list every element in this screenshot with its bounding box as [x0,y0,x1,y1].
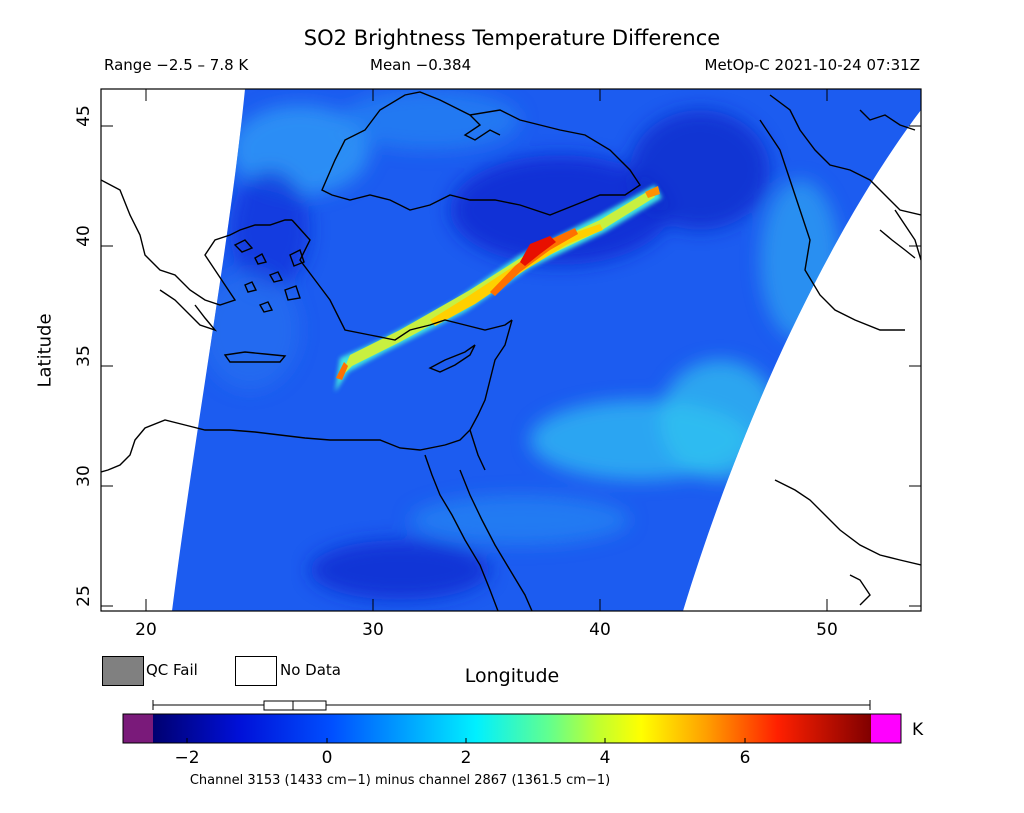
colorbar-under [123,714,153,743]
colorbar [122,713,902,744]
colorbar-tick-2: 2 [460,748,472,768]
lat-tick-35: 35 [74,345,94,367]
mean-label: Mean −0.384 [370,56,472,74]
colorbar-tick-6: 6 [739,748,751,768]
qc-fail-swatch [102,656,144,686]
x-axis-label: Longitude [464,665,560,687]
lon-tick-50: 50 [816,620,838,640]
colorbar-over [871,714,901,743]
distribution-boxplot [152,700,871,711]
lon-tick-40: 40 [589,620,611,640]
y-axis-label: Latitude [34,313,56,388]
no-data-label: No Data [280,661,341,679]
colorbar-tick-neg2: −2 [174,748,200,768]
axis-ticks [101,89,921,611]
lon-tick-30: 30 [362,620,384,640]
data-swath [172,89,921,611]
channel-note: Channel 3153 (1433 cm−1) minus channel 2… [189,773,611,788]
qc-fail-label: QC Fail [146,661,198,679]
plot-frame [100,88,922,612]
lat-tick-30: 30 [74,465,94,487]
so2-plume [335,185,662,392]
colorbar-units: K [912,720,924,740]
plot-title: SO2 Brightness Temperature Difference [303,26,721,50]
colorbar-tick-4: 4 [599,748,611,768]
coastlines [101,91,921,611]
range-label: Range −2.5 – 7.8 K [104,56,249,74]
colorbar-gradient [153,714,871,743]
lon-tick-20: 20 [135,620,157,640]
colorbar-tick-0: 0 [321,748,333,768]
lat-tick-25: 25 [74,585,94,607]
no-data-swatch [235,656,277,686]
satellite-time-label: MetOp-C 2021-10-24 07:31Z [704,56,920,74]
lat-tick-40: 40 [74,225,94,247]
lat-tick-45: 45 [74,105,94,127]
